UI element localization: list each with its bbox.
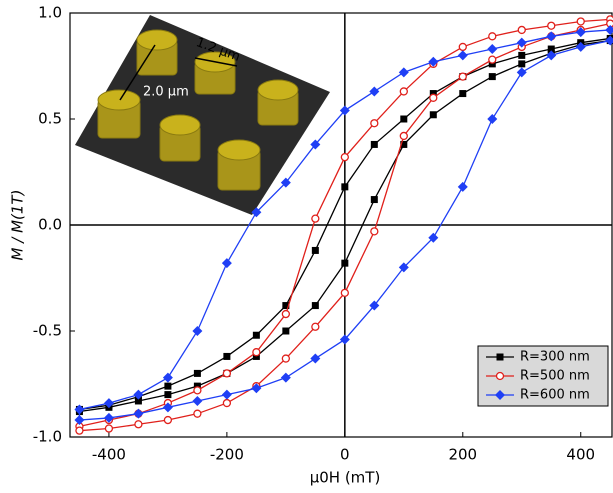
y-tick-label: 0.5 bbox=[38, 110, 62, 128]
data-point bbox=[371, 228, 378, 235]
data-point bbox=[312, 323, 319, 330]
data-point bbox=[194, 387, 201, 394]
data-point bbox=[253, 349, 260, 356]
data-point bbox=[489, 33, 496, 40]
data-point bbox=[487, 44, 497, 54]
data-point bbox=[548, 22, 555, 29]
data-point bbox=[194, 410, 201, 417]
data-point bbox=[281, 373, 291, 383]
inset-image: 2.0 μm 1.2 μm bbox=[75, 15, 330, 215]
data-point bbox=[400, 88, 407, 95]
data-point bbox=[459, 90, 466, 97]
data-point bbox=[341, 289, 348, 296]
data-point bbox=[312, 302, 319, 309]
data-point bbox=[517, 67, 527, 77]
data-point bbox=[487, 114, 497, 124]
legend-label: R=500 nm bbox=[520, 369, 590, 384]
data-point bbox=[194, 370, 201, 377]
y-tick-label: -1.0 bbox=[33, 428, 62, 446]
legend-marker bbox=[497, 373, 504, 380]
data-point bbox=[341, 260, 348, 267]
x-axis-label: μ0H (mT) bbox=[310, 469, 381, 487]
chart: 2.0 μm 1.2 μm μ0H (mT) M / M(1T) 1.0 0.5 0… bbox=[0, 0, 613, 493]
data-point bbox=[223, 400, 230, 407]
data-point bbox=[222, 258, 232, 268]
data-point bbox=[400, 132, 407, 139]
data-point bbox=[458, 182, 468, 192]
data-point bbox=[164, 391, 171, 398]
x-tick-label: 200 bbox=[448, 446, 477, 464]
data-point bbox=[310, 354, 320, 364]
data-point bbox=[192, 326, 202, 336]
x-tick-label: 400 bbox=[566, 446, 595, 464]
y-axis-label: M / M(1T) bbox=[9, 190, 27, 261]
data-point bbox=[459, 73, 466, 80]
data-point bbox=[135, 421, 142, 428]
data-point bbox=[489, 56, 496, 63]
data-point bbox=[459, 43, 466, 50]
inset-label: 2.0 μm bbox=[143, 85, 189, 100]
x-tick-label: -200 bbox=[210, 446, 244, 464]
data-point bbox=[164, 383, 171, 390]
x-tick-label: -400 bbox=[92, 446, 126, 464]
data-point bbox=[518, 52, 525, 59]
data-point bbox=[577, 18, 584, 25]
data-point bbox=[192, 396, 202, 406]
legend-marker bbox=[497, 354, 504, 361]
data-point bbox=[371, 120, 378, 127]
data-point bbox=[223, 353, 230, 360]
data-point bbox=[399, 67, 409, 77]
y-tick-label: 1.0 bbox=[38, 4, 62, 22]
data-point bbox=[163, 373, 173, 383]
data-point bbox=[341, 183, 348, 190]
data-point bbox=[518, 60, 525, 67]
data-point bbox=[223, 370, 230, 377]
data-point bbox=[312, 247, 319, 254]
data-point bbox=[76, 427, 83, 434]
data-point bbox=[105, 425, 112, 432]
data-point bbox=[546, 31, 556, 41]
data-point bbox=[371, 141, 378, 148]
y-tick-label: 0.0 bbox=[38, 216, 62, 234]
data-point bbox=[458, 50, 468, 60]
data-point bbox=[371, 196, 378, 203]
data-point bbox=[133, 409, 143, 419]
x-tick-label: 0 bbox=[340, 446, 350, 464]
data-point bbox=[282, 311, 289, 318]
data-point bbox=[282, 355, 289, 362]
data-point bbox=[282, 328, 289, 335]
data-point bbox=[430, 94, 437, 101]
legend-label: R=300 nm bbox=[520, 350, 590, 365]
data-point bbox=[341, 154, 348, 161]
data-point bbox=[489, 73, 496, 80]
data-point bbox=[253, 332, 260, 339]
data-point bbox=[400, 116, 407, 123]
data-point bbox=[518, 26, 525, 33]
data-point bbox=[222, 390, 232, 400]
data-point bbox=[430, 111, 437, 118]
data-point bbox=[74, 415, 84, 425]
data-point bbox=[369, 86, 379, 96]
data-point bbox=[164, 417, 171, 424]
data-point bbox=[312, 215, 319, 222]
legend-label: R=600 nm bbox=[520, 388, 590, 403]
y-tick-label: -0.5 bbox=[33, 322, 62, 340]
